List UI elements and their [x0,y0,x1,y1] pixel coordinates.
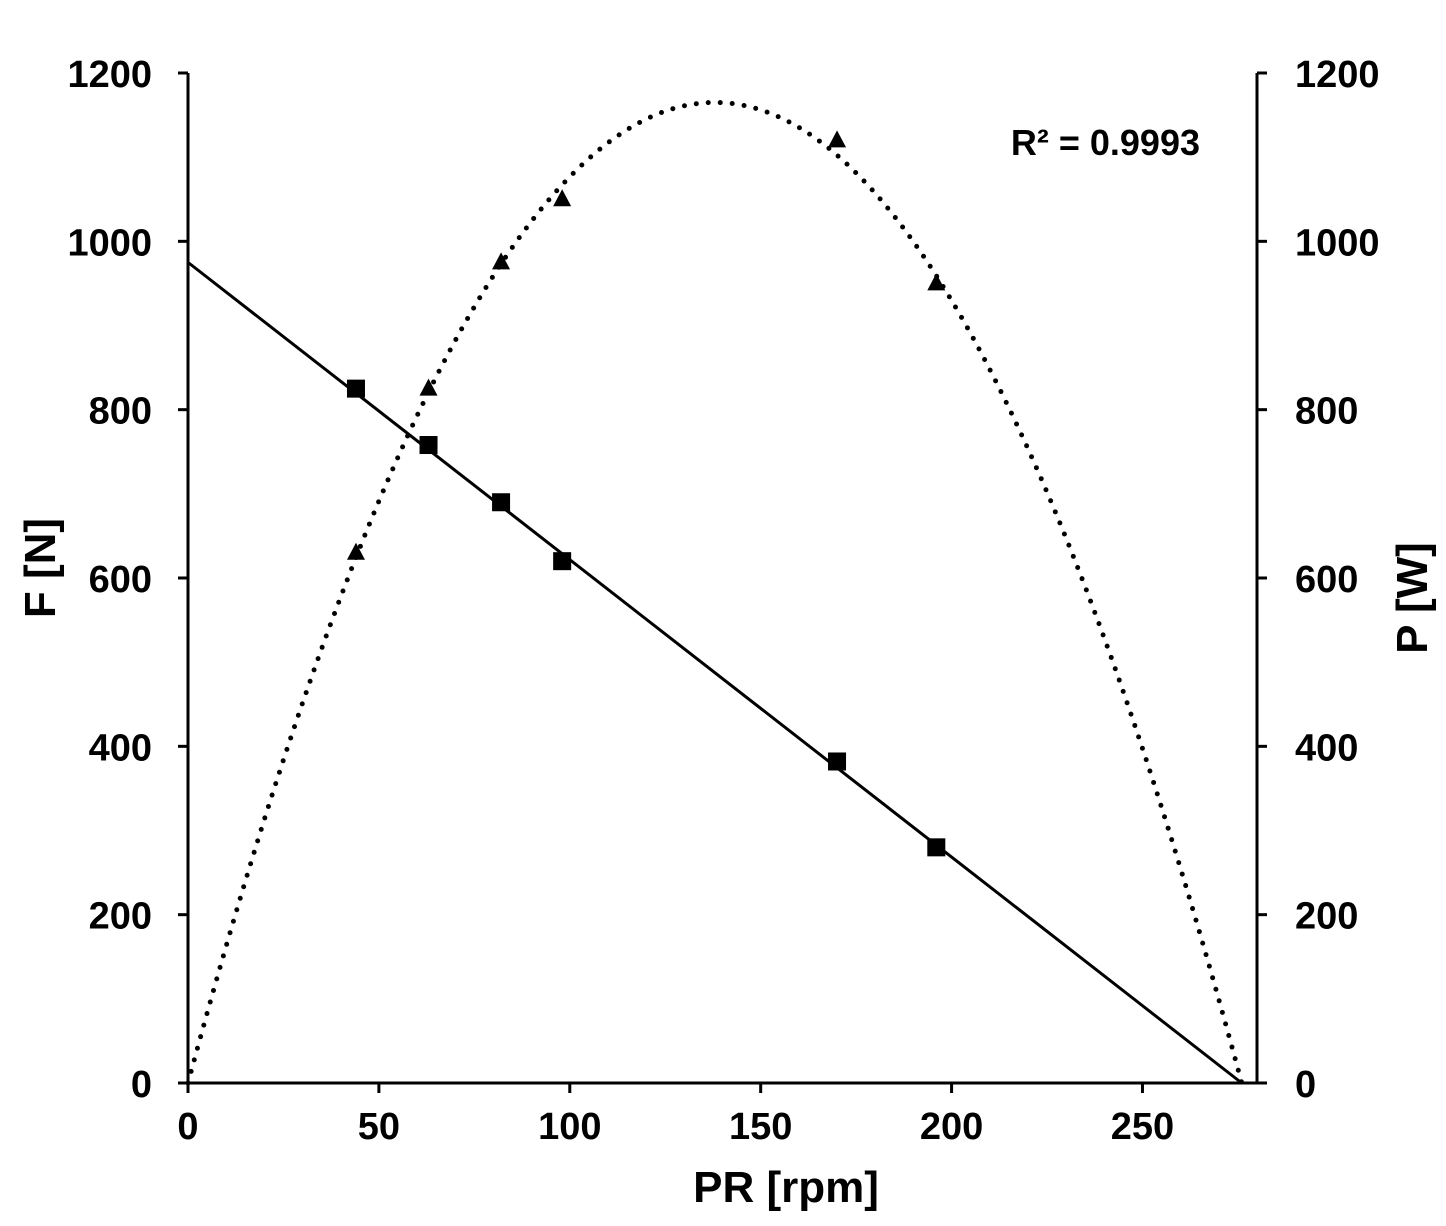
power-point [492,252,511,270]
right-y-tick-label: 600 [1295,559,1358,601]
force-point [927,838,946,857]
left-y-tick-label: 200 [89,896,152,938]
left-y-axis-title: F [N] [16,518,65,618]
power-point [346,542,365,560]
fit-lines [185,99,1245,1086]
force-point [419,436,438,455]
force-point [553,552,572,571]
right-y-tick-label: 400 [1295,727,1358,769]
ticks: 0 50 100 150 200 250 0 200 400 600 800 1000 1200 0 200… [67,54,1379,1148]
force-point [492,493,511,512]
force-point [828,752,847,771]
power-point [927,273,946,291]
left-y-tick-label: 0 [131,1064,152,1106]
axes [178,73,1267,1085]
r-squared-annotation: R² = 0.9993 [1011,122,1200,163]
x-tick-label: 100 [538,1106,601,1148]
left-y-tick-label: 1200 [67,54,152,96]
right-y-tick-label: 1000 [1295,222,1380,264]
left-y-tick-label: 800 [89,391,152,433]
x-tick-label: 50 [358,1106,400,1148]
right-y-tick-label: 1200 [1295,54,1380,96]
right-y-axis-title: P [W] [1388,542,1437,654]
force-point [346,379,365,398]
x-tick-label: 150 [729,1106,792,1148]
x-tick-label: 0 [177,1106,198,1148]
power-fit-curve [185,99,1245,1086]
power-point [553,189,572,207]
left-y-tick-label: 1000 [67,222,152,264]
right-y-tick-label: 0 [1295,1064,1316,1106]
power-point [419,378,438,396]
data-markers [346,130,946,857]
x-tick-label: 200 [920,1106,983,1148]
force-fit-line [187,261,1243,1085]
right-y-tick-label: 200 [1295,896,1358,938]
right-y-tick-label: 800 [1295,391,1358,433]
left-y-tick-label: 400 [89,727,152,769]
x-axis-title: PR [rpm] [693,1163,879,1212]
power-point [828,130,847,148]
x-tick-label: 250 [1111,1106,1174,1148]
left-y-tick-label: 600 [89,559,152,601]
